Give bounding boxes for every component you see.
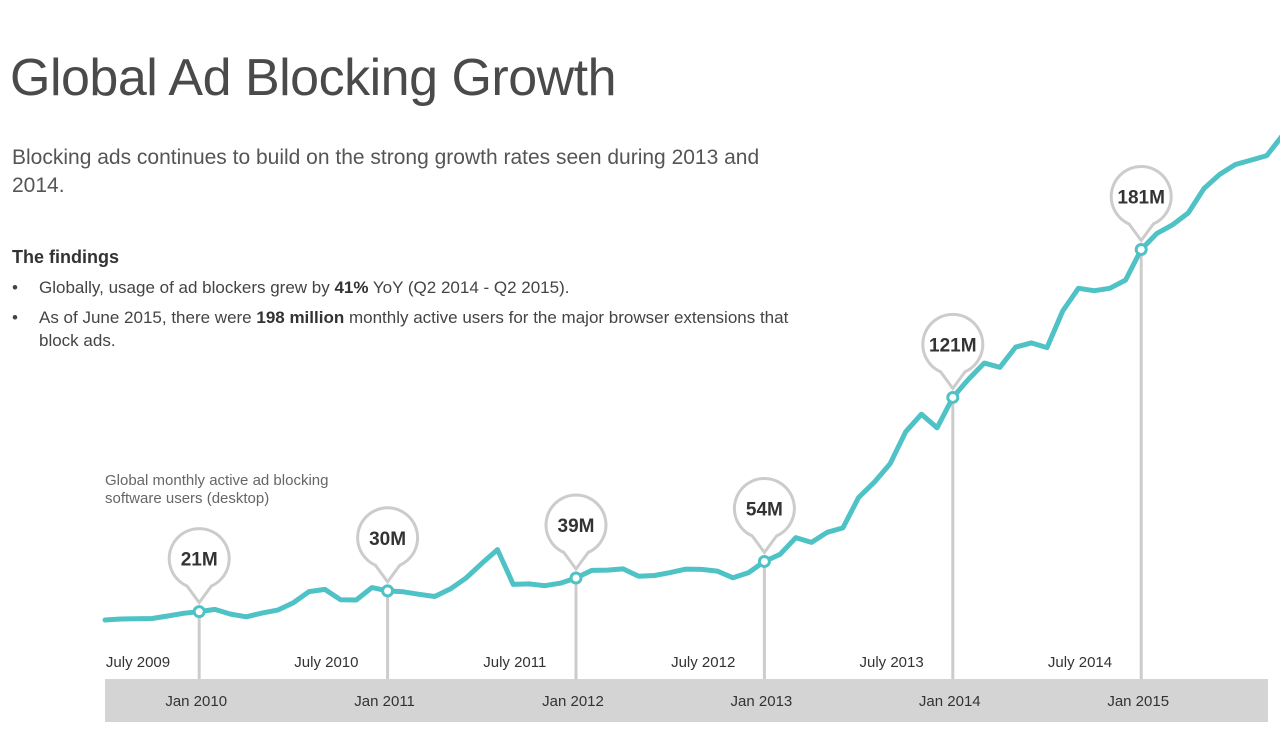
finding-item: • Globally, usage of ad blockers grew by… (12, 276, 802, 299)
callout-bubble (167, 527, 231, 606)
callout-bubble (921, 312, 985, 391)
finding-highlight: 198 million (256, 308, 345, 327)
findings-heading: The findings (12, 247, 119, 267)
finding-highlight: 41% (334, 278, 369, 297)
finding-text: Globally, usage of ad blockers grew by (39, 278, 335, 297)
series-label: Global monthly active ad blocking softwa… (105, 472, 329, 507)
callout-bubble (1109, 164, 1173, 244)
series-line (102, 134, 1280, 623)
data-point-marker (569, 571, 583, 585)
x-tick-label-top: July 2011 (483, 654, 546, 671)
findings-list: • Globally, usage of ad blockers grew by… (12, 276, 802, 359)
data-point-marker (192, 605, 206, 619)
x-tick-label-bottom: Jan 2010 (165, 693, 227, 710)
x-tick-label-bottom: Jan 2012 (542, 693, 604, 710)
callout-label: 181M (1117, 188, 1165, 209)
callout-label: 54M (746, 499, 783, 520)
x-tick-label-bottom: Jan 2015 (1107, 693, 1169, 710)
data-point-marker (757, 554, 771, 568)
bullet-glyph: • (12, 308, 18, 327)
callout-bubble (356, 506, 420, 585)
page-title: Global Ad Blocking Growth (10, 49, 617, 107)
callout-label: 21M (181, 550, 218, 571)
data-point-marker (381, 584, 395, 598)
page-subtitle: Blocking ads continues to build on the s… (12, 146, 760, 197)
x-tick-label-top: July 2009 (106, 654, 170, 671)
finding-text: As of June 2015, there were (39, 308, 257, 327)
x-tick-label-top: July 2010 (294, 654, 358, 671)
x-tick-label-bottom: Jan 2011 (354, 693, 415, 710)
callout-bubble (732, 476, 796, 555)
callout-label: 121M (929, 335, 977, 356)
finding-text: YoY (Q2 2014 - Q2 2015). (368, 278, 570, 297)
callout-bubble (544, 493, 608, 572)
x-tick-label-top: July 2012 (671, 654, 735, 671)
bullet-glyph: • (12, 278, 18, 297)
x-axis-band (105, 679, 1268, 722)
callout-label: 39M (558, 516, 595, 537)
x-tick-label-bottom: Jan 2013 (731, 693, 793, 710)
data-point-marker (1134, 243, 1148, 256)
finding-text: monthly active users for the major brows… (39, 308, 789, 350)
finding-item: • As of June 2015, there were 198 millio… (12, 306, 802, 352)
x-tick-label-top: July 2014 (1048, 654, 1112, 671)
x-tick-label-bottom: Jan 2014 (919, 693, 981, 710)
callout-label: 30M (369, 529, 406, 550)
data-point-marker (946, 390, 960, 404)
x-tick-label-top: July 2013 (859, 654, 923, 671)
